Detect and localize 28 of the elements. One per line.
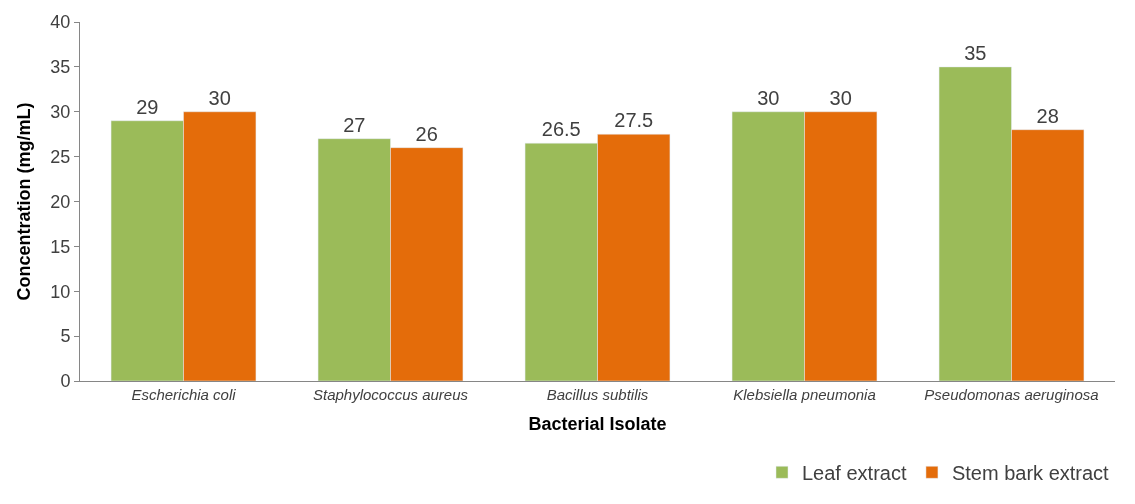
data-label: 30 [829, 86, 852, 109]
data-label: 27.5 [614, 109, 654, 132]
x-tick-label: Staphylococcus aureus [312, 386, 469, 403]
x-tick-label: Pseudomonas aeruginosa [924, 386, 1099, 403]
y-tick-label: 25 [50, 146, 71, 167]
y-tick-label: 20 [50, 191, 71, 212]
data-label: 35 [964, 41, 987, 64]
y-tick-label: 0 [60, 371, 71, 392]
y-tick-label: 35 [50, 57, 71, 78]
legend-label: Leaf extract [802, 462, 907, 485]
x-axis-title: Bacterial Isolate [528, 414, 667, 435]
x-tick-label: Escherichia coli [131, 386, 237, 403]
data-label: 26.5 [541, 118, 581, 141]
data-label: 30 [757, 86, 780, 109]
data-label: 28 [1036, 104, 1059, 127]
data-label: 30 [208, 86, 231, 109]
data-label: 26 [415, 122, 438, 145]
y-tick-label: 10 [50, 281, 71, 302]
data-label: 27 [343, 113, 366, 136]
y-tick-label: 5 [60, 326, 71, 347]
y-axis-title: Concentration (mg/mL) [13, 102, 34, 301]
y-tick-label: 40 [50, 12, 71, 33]
y-tick-label: 30 [50, 102, 71, 123]
x-tick-label: Klebsiella pneumonia [733, 386, 876, 403]
legend-label: Stem bark extract [951, 462, 1110, 485]
data-label: 29 [136, 95, 159, 118]
x-tick-label: Bacillus subtilis [546, 386, 649, 403]
y-tick-label: 15 [50, 236, 71, 257]
